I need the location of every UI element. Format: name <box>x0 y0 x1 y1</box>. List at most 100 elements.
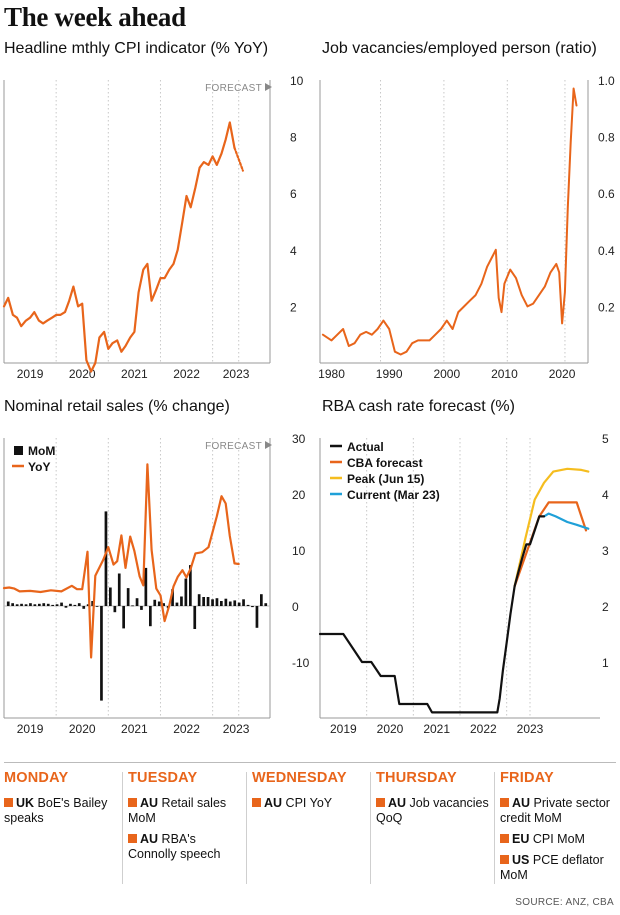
cpi-chart-title: Headline mthly CPI indicator (% YoY) <box>4 40 269 57</box>
rba-x-tick: 2019 <box>330 722 357 736</box>
day-column-monday: Monday UK BoE's Bailey speaks <box>4 770 122 832</box>
event-region: AU <box>388 796 407 810</box>
event-text: Retail sales MoM <box>128 796 227 825</box>
cpi-x-tick: 2022 <box>173 367 200 381</box>
retail-chart-title: Nominal retail sales (% change) <box>4 398 230 415</box>
vacancies-x-tick: 2020 <box>549 367 576 381</box>
retail-mom-bar <box>15 604 19 606</box>
retail-legend-mom: MoM <box>28 444 55 458</box>
day-name: Wednesday <box>252 770 347 786</box>
day-events: AU Retail sales MoM AU RBA's Connolly spe… <box>128 796 246 862</box>
retail-mom-bar <box>131 605 134 607</box>
retail-x-tick: 2022 <box>173 722 200 736</box>
retail-mom-bar <box>189 565 192 606</box>
retail-y-tick: -10 <box>292 656 310 670</box>
retail-mom-bar <box>233 600 237 606</box>
cpi-x-tick: 2023 <box>223 367 250 381</box>
event-text: PCE deflator MoM <box>500 853 604 882</box>
retail-legend-mom-swatch <box>14 446 23 455</box>
day-events: AU CPI YoY <box>252 796 370 811</box>
retail-y-tick: 10 <box>292 544 306 558</box>
day-events: AU Job vacancies QoQ <box>376 796 494 826</box>
retail-mom-bar <box>109 587 112 606</box>
retail-mom-bar <box>184 578 188 606</box>
retail-mom-bar <box>144 567 148 606</box>
retail-x-tick: 2020 <box>69 722 96 736</box>
rba-legend-current: Current (Mar 23) <box>347 488 440 502</box>
vacancies-x-tick: 2000 <box>433 367 460 381</box>
rba-y-tick: 1 <box>602 656 609 670</box>
event-bullet-icon <box>128 798 137 807</box>
retail-mom-bar <box>171 589 174 606</box>
retail-forecast-label: FORECAST <box>205 441 262 452</box>
event-item: EU CPI MoM <box>500 832 618 847</box>
retail-mom-bar <box>11 603 14 606</box>
event-text: RBA's Connolly speech <box>128 832 221 861</box>
event-bullet-icon <box>252 798 261 807</box>
retail-legend-yoy: YoY <box>28 460 50 474</box>
vacancies-y-tick: 0.8 <box>598 131 615 145</box>
retail-mom-bar <box>220 601 223 606</box>
retail-mom-bar <box>95 606 99 607</box>
retail-mom-bar <box>135 598 139 606</box>
retail-mom-bar <box>251 606 254 608</box>
retail-mom-bar <box>117 573 121 606</box>
retail-x-tick: 2023 <box>223 722 250 736</box>
event-text: Job vacancies QoQ <box>376 796 489 825</box>
event-text: CPI YoY <box>285 796 333 810</box>
event-region: AU <box>140 832 159 846</box>
retail-mom-bar <box>206 597 210 606</box>
retail-mom-bar <box>242 599 245 606</box>
week-divider <box>4 762 616 763</box>
retail-mom-bar <box>33 604 37 606</box>
day-name: Tuesday <box>128 770 198 786</box>
retail-mom-bar <box>153 599 157 606</box>
retail-y-tick: 0 <box>292 600 299 614</box>
rba-chart-title: RBA cash rate forecast (%) <box>322 398 515 415</box>
rba-legend-cba-forecast: CBA forecast <box>347 456 423 470</box>
retail-mom-bar <box>211 599 214 606</box>
event-item: US PCE deflator MoM <box>500 853 618 883</box>
vacancies-x-tick: 1990 <box>376 367 403 381</box>
retail-mom-bar <box>55 604 59 606</box>
event-item: AU Private sector credit MoM <box>500 796 618 826</box>
retail-mom-bar <box>246 604 250 606</box>
retail-mom-bar <box>51 604 54 606</box>
event-region: US <box>512 853 530 867</box>
retail-mom-bar <box>202 597 205 606</box>
cpi-y-tick: 10 <box>290 74 304 88</box>
retail-mom-bar <box>38 603 41 606</box>
retail-forecast-arrow <box>265 441 272 449</box>
vacancies-y-tick: 1.0 <box>598 74 615 88</box>
rba-legend-peak: Peak (Jun 15) <box>347 472 424 486</box>
day-name: Monday <box>4 770 69 786</box>
day-column-thursday: Thursday AU Job vacancies QoQ <box>376 770 494 832</box>
rba-peak-line <box>513 467 590 588</box>
day-column-tuesday: Tuesday AU Retail sales MoM AU RBA's Conno… <box>128 770 246 868</box>
retail-mom-bar <box>60 602 63 606</box>
retail-mom-bar <box>224 598 228 606</box>
rba-y-tick: 4 <box>602 488 609 502</box>
retail-mom-bar <box>162 603 165 606</box>
event-bullet-icon <box>4 798 13 807</box>
retail-mom-bar <box>215 598 219 606</box>
rba-y-tick: 2 <box>602 600 609 614</box>
rba-x-tick: 2022 <box>470 722 497 736</box>
day-name: Thursday <box>376 770 457 786</box>
retail-x-tick: 2019 <box>17 722 44 736</box>
day-events: AU Private sector credit MoM EU CPI MoM US… <box>500 796 618 883</box>
cpi-x-tick: 2021 <box>121 367 148 381</box>
cpi-y-tick: 4 <box>290 244 297 258</box>
vacancies-ratio-line <box>321 87 578 356</box>
retail-mom-bar <box>29 603 32 606</box>
retail-mom-bar <box>69 603 72 606</box>
retail-mom-bar <box>260 594 263 606</box>
day-separator <box>122 772 123 884</box>
event-region: EU <box>512 832 530 846</box>
retail-mom-bar <box>255 606 259 628</box>
day-separator <box>494 772 495 884</box>
retail-x-tick: 2021 <box>121 722 148 736</box>
retail-mom-bar <box>86 604 90 606</box>
cpi-x-tick: 2020 <box>69 367 96 381</box>
